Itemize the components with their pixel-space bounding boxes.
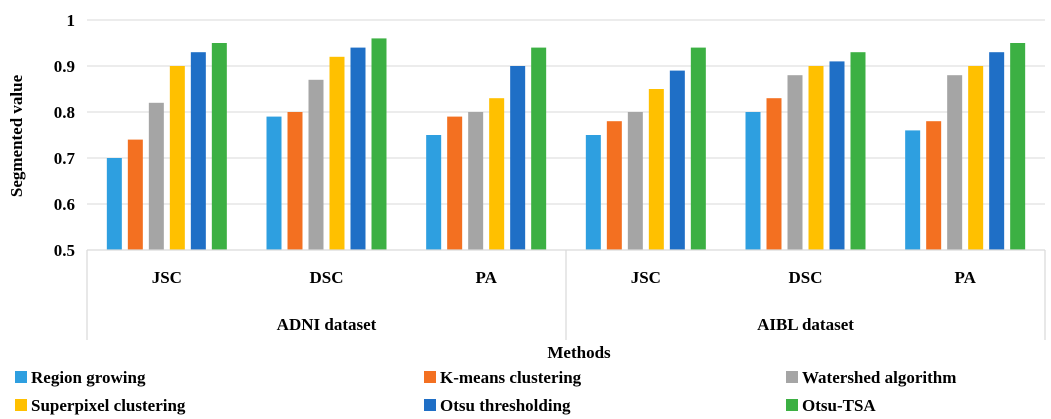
bar-k-means-clustering-1: [287, 112, 303, 250]
bar-k-means-clustering-2: [447, 116, 463, 250]
legend-swatch: [424, 371, 436, 383]
legend-swatch: [786, 399, 798, 411]
bar-otsu-thresholding-2: [510, 66, 526, 250]
legend-swatch: [15, 371, 27, 383]
bar-k-means-clustering-0: [127, 139, 143, 250]
bar-watershed-algorithm-1: [308, 79, 324, 250]
bar-watershed-algorithm-5: [947, 75, 963, 250]
axis-labels: 0.5 0.6 0.7 0.8 0.9 1 JSC DSC PA JSC DSC PA ADNI dat…: [54, 11, 977, 334]
bar-watershed-algorithm-3: [627, 112, 643, 250]
x-category-label: DSC: [788, 268, 822, 287]
y-axis-title: Segmented value: [7, 74, 26, 197]
bar-superpixel-clustering-5: [968, 66, 984, 250]
y-tick-label: 0.9: [54, 57, 75, 76]
bar-otsu-tsa-2: [531, 47, 547, 250]
y-tick-label: 1: [67, 11, 76, 30]
bar-otsu-tsa-4: [850, 52, 866, 251]
bar-superpixel-clustering-0: [169, 66, 185, 250]
y-tick-label: 0.8: [54, 103, 75, 122]
x-category-label: JSC: [152, 268, 182, 287]
x-axis-title: Methods: [547, 343, 611, 362]
bar-region-growing-5: [905, 130, 921, 250]
bar-k-means-clustering-5: [926, 121, 942, 250]
x-category-label: PA: [475, 268, 497, 287]
legend-swatch: [15, 399, 27, 411]
gridlines: [87, 19, 1045, 251]
bar-watershed-algorithm-2: [468, 112, 484, 250]
x-category-label: PA: [954, 268, 976, 287]
bar-otsu-tsa-3: [690, 47, 706, 250]
bar-otsu-thresholding-4: [829, 61, 845, 251]
bar-otsu-tsa-1: [371, 38, 387, 251]
y-tick-label: 0.5: [54, 241, 75, 260]
bar-region-growing-2: [426, 135, 442, 250]
x-category-label: JSC: [631, 268, 661, 287]
bar-region-growing-3: [585, 135, 601, 250]
legend: Region growing K-means clustering Watershe…: [15, 368, 956, 415]
bar-superpixel-clustering-4: [808, 66, 824, 250]
legend-swatch: [786, 371, 798, 383]
y-tick-label: 0.6: [54, 195, 75, 214]
axes: [86, 249, 1046, 340]
bar-otsu-tsa-5: [1010, 43, 1026, 250]
group-label: ADNI dataset: [277, 315, 377, 334]
legend-label: Otsu thresholding: [440, 396, 571, 415]
legend-label: Otsu-TSA: [802, 396, 876, 415]
bar-k-means-clustering-4: [766, 98, 782, 250]
bar-watershed-algorithm-4: [787, 75, 803, 250]
bar-superpixel-clustering-2: [489, 98, 505, 250]
bars: [106, 38, 1026, 251]
bar-region-growing-0: [106, 158, 122, 250]
legend-label: Superpixel clustering: [31, 396, 186, 415]
bar-k-means-clustering-3: [606, 121, 622, 250]
bar-watershed-algorithm-0: [148, 102, 164, 250]
bar-region-growing-1: [266, 116, 282, 250]
bar-superpixel-clustering-3: [648, 89, 664, 250]
group-label: AIBL dataset: [757, 315, 854, 334]
x-category-label: DSC: [309, 268, 343, 287]
bar-otsu-thresholding-1: [350, 47, 366, 250]
bar-otsu-tsa-0: [211, 43, 227, 250]
legend-label: Watershed algorithm: [802, 368, 956, 387]
y-tick-label: 0.7: [54, 149, 76, 168]
bar-otsu-thresholding-0: [190, 52, 206, 251]
legend-label: K-means clustering: [440, 368, 582, 387]
bar-superpixel-clustering-1: [329, 56, 345, 250]
legend-swatch: [424, 399, 436, 411]
bar-region-growing-4: [745, 112, 761, 250]
bar-otsu-thresholding-5: [989, 52, 1005, 251]
legend-label: Region growing: [31, 368, 146, 387]
bar-otsu-thresholding-3: [669, 70, 685, 250]
